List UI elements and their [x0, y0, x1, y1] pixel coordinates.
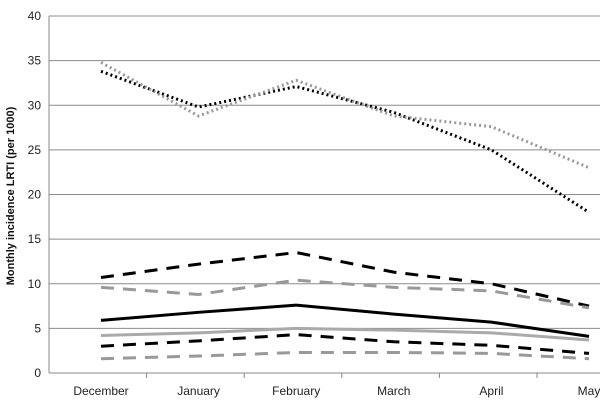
y-tick-label: 30	[28, 98, 42, 112]
series-line-6	[100, 326, 590, 342]
x-tick-label: May	[578, 384, 600, 398]
y-tick-label: 15	[28, 232, 42, 246]
series-line-8	[100, 350, 590, 361]
y-axis-title: Monthly incidence LRTI (per 1000)	[5, 106, 17, 285]
gridlines	[49, 15, 600, 329]
x-tick-label: December	[73, 384, 128, 398]
x-tick-labels: December January February March April May	[73, 384, 600, 398]
x-tick-label: March	[377, 384, 410, 398]
y-tick-label: 10	[28, 277, 42, 291]
x-tick-label: January	[177, 384, 220, 398]
series-line-5	[100, 303, 590, 338]
series-line-4	[100, 278, 590, 310]
y-tick-label: 25	[28, 143, 42, 157]
series-line-2	[100, 61, 590, 170]
series-line-7	[100, 333, 590, 355]
y-tick-label: 0	[34, 366, 41, 380]
y-tick-label: 5	[34, 321, 41, 335]
y-tick-labels: 0 5 10 15 20 25 30 35 40	[28, 9, 42, 380]
x-tick-label: April	[479, 384, 503, 398]
y-tick-label: 40	[28, 9, 42, 23]
series-line-3	[100, 251, 590, 308]
series-lines	[100, 61, 590, 361]
y-tick-label: 35	[28, 54, 42, 68]
x-tick-label: February	[272, 384, 320, 398]
axes	[48, 16, 600, 378]
series-line-1	[100, 69, 590, 214]
y-tick-label: 20	[28, 188, 42, 202]
